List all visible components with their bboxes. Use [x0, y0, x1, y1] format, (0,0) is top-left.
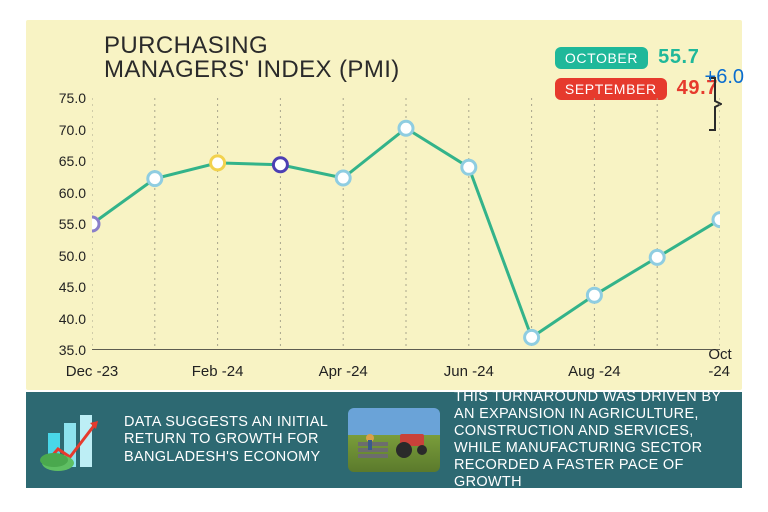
economy-icon: [40, 405, 110, 475]
y-tick-label: 35.0: [32, 342, 86, 358]
legend-september: SEPTEMBER 49.7: [555, 77, 718, 100]
title-line-1: PURCHASING: [104, 34, 400, 58]
chart-title: PURCHASING MANAGERS' INDEX (PMI): [104, 34, 400, 82]
footer-left-text: DATA SUGGESTS AN INITIAL RETURN TO GROWT…: [124, 414, 334, 465]
agriculture-photo: [348, 408, 440, 472]
y-tick-label: 50.0: [32, 248, 86, 264]
chart-panel: PURCHASING MANAGERS' INDEX (PMI) OCTOBER…: [26, 20, 742, 390]
y-tick-label: 45.0: [32, 279, 86, 295]
y-tick-label: 75.0: [32, 90, 86, 106]
y-tick-label: 55.0: [32, 216, 86, 232]
x-tick-label: Oct -24: [708, 346, 731, 380]
line-chart: [92, 98, 720, 350]
legend: OCTOBER 55.7 SEPTEMBER 49.7: [555, 46, 718, 100]
x-tick-label: Jun -24: [444, 363, 494, 380]
legend-october-value: 55.7: [658, 46, 699, 69]
y-tick-label: 60.0: [32, 185, 86, 201]
figure-frame: PURCHASING MANAGERS' INDEX (PMI) OCTOBER…: [0, 0, 768, 512]
legend-october-pill: OCTOBER: [555, 47, 648, 69]
y-tick-label: 70.0: [32, 122, 86, 138]
legend-october: OCTOBER 55.7: [555, 46, 718, 69]
x-tick-label: Dec -23: [66, 363, 119, 380]
x-tick-label: Aug -24: [568, 363, 621, 380]
title-line-2: MANAGERS' INDEX (PMI): [104, 58, 400, 82]
x-tick-label: Feb -24: [192, 363, 244, 380]
y-tick-label: 40.0: [32, 311, 86, 327]
footer-panel: DATA SUGGESTS AN INITIAL RETURN TO GROWT…: [26, 392, 742, 488]
footer-right-text: THIS TURNAROUND WAS DRIVEN BY AN EXPANSI…: [454, 389, 728, 492]
legend-delta: +6.0: [705, 66, 744, 89]
legend-september-pill: SEPTEMBER: [555, 78, 667, 100]
x-tick-label: Apr -24: [319, 363, 368, 380]
y-tick-label: 65.0: [32, 153, 86, 169]
